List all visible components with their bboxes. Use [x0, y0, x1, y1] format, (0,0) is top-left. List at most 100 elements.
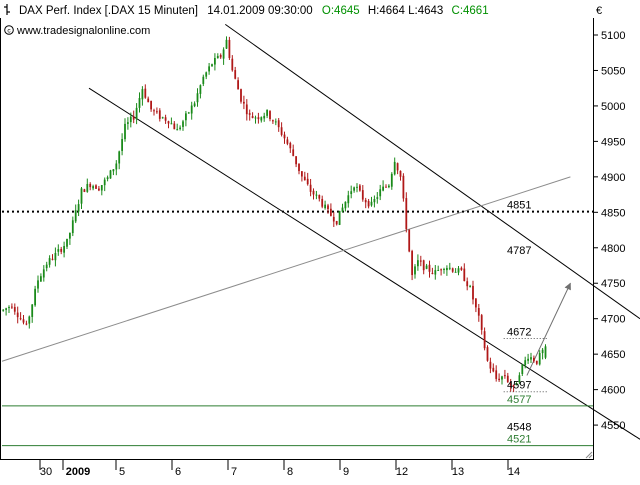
currency-label: €: [596, 5, 602, 17]
candle-body: [141, 89, 144, 100]
candle-body: [324, 204, 326, 209]
candle-body: [295, 156, 297, 165]
candle-body: [330, 208, 332, 216]
candle-body: [211, 64, 213, 67]
candle-body: [42, 269, 45, 278]
y-tick-label: 5000: [601, 101, 625, 113]
lower-channel-line: [88, 87, 640, 440]
candle-body: [106, 177, 109, 180]
resize-grip-icon[interactable]: [585, 451, 593, 459]
source-website: www.tradesignalonline.com: [16, 25, 150, 37]
x-tick-12: 12: [396, 466, 408, 478]
candle-body: [501, 376, 503, 380]
price-level-labels: 4851 4787 4672 4597 4548 4577 4521: [507, 200, 531, 446]
candle-body: [170, 123, 173, 125]
candle-body: [535, 360, 538, 364]
candle-body: [132, 116, 135, 120]
candle-body: [243, 101, 245, 104]
candle-body: [156, 111, 158, 113]
candle-body: [315, 194, 318, 196]
candle-body: [344, 201, 347, 209]
candle-body: [321, 198, 324, 207]
candle-body: [359, 185, 361, 191]
candle-body: [498, 378, 500, 381]
candle-body: [2, 309, 5, 311]
candle-body: [208, 66, 210, 72]
x-tick-30: 30: [40, 466, 52, 478]
candle-body: [16, 312, 19, 318]
x-tick-13: 13: [452, 466, 464, 478]
candle-body: [521, 364, 524, 374]
candle-body: [414, 266, 416, 275]
quote-close: C:4661: [452, 5, 489, 17]
candle-body: [127, 122, 129, 124]
candle-body: [254, 117, 257, 119]
candle-body: [306, 178, 309, 185]
candle-body: [225, 39, 228, 49]
candle-body: [28, 316, 31, 324]
candle-body: [77, 204, 80, 212]
chart-title: DAX Perf. Index [.DAX 15 Minuten]: [19, 5, 198, 17]
candle-body: [161, 117, 164, 119]
candle-body: [66, 238, 68, 247]
candle-body: [11, 306, 13, 308]
quote-open: O:4645: [322, 5, 360, 17]
y-tick-label: 4900: [601, 172, 625, 184]
candle-body: [245, 104, 248, 115]
candle-body: [263, 115, 266, 119]
candle-body: [164, 117, 167, 121]
candle-body: [48, 258, 51, 265]
candle-body: [489, 361, 492, 369]
upper-channel-line: [225, 23, 640, 320]
candle-body: [327, 205, 329, 210]
candle-body: [390, 173, 393, 187]
candle-body: [382, 186, 384, 191]
y-tick-label: 4550: [601, 420, 625, 432]
candle-body: [19, 318, 22, 320]
level-label-4577: 4577: [507, 394, 531, 406]
candle-body: [63, 246, 65, 253]
candle-body: [446, 268, 448, 271]
candle-body: [463, 268, 466, 281]
x-tick-6: 6: [175, 466, 181, 478]
candle-body: [54, 252, 57, 261]
candle-body: [477, 308, 480, 316]
candle-body: [83, 189, 86, 192]
level-label-4597: 4597: [507, 380, 531, 392]
candle-body: [544, 346, 547, 358]
candle-body: [341, 207, 344, 212]
candle-body: [277, 120, 280, 128]
candle-body: [396, 163, 399, 171]
candle-body: [112, 169, 115, 172]
candle-body: [176, 129, 179, 131]
candle-body: [506, 375, 509, 382]
y-tick-label: 5100: [601, 30, 625, 42]
candle-body: [504, 375, 506, 377]
candle-body: [98, 188, 100, 191]
candle-body: [153, 110, 155, 112]
candle-body: [460, 267, 463, 270]
quote-high-low: H:4664 L:4643: [368, 5, 443, 17]
candle-body: [312, 190, 315, 195]
candle-body: [443, 269, 445, 271]
candle-body: [150, 100, 152, 110]
candle-body: [405, 198, 408, 230]
candle-body: [69, 232, 71, 239]
candle-body: [109, 170, 112, 179]
candle-body: [158, 110, 161, 119]
candle-body: [335, 221, 338, 225]
candle-body: [408, 229, 411, 252]
chart-datetime: 14.01.2009 09:30:00: [207, 5, 313, 17]
candle-body: [472, 285, 474, 300]
candle-body: [376, 197, 379, 199]
candle-body: [31, 304, 34, 317]
tradesignal-logo-icon: [4, 4, 10, 15]
candle-body: [71, 220, 74, 234]
candle-body: [86, 183, 89, 192]
candle-body: [466, 281, 469, 287]
long-trend-line: [1, 176, 571, 362]
candle-body: [8, 307, 10, 309]
x-tick-14: 14: [508, 466, 520, 478]
